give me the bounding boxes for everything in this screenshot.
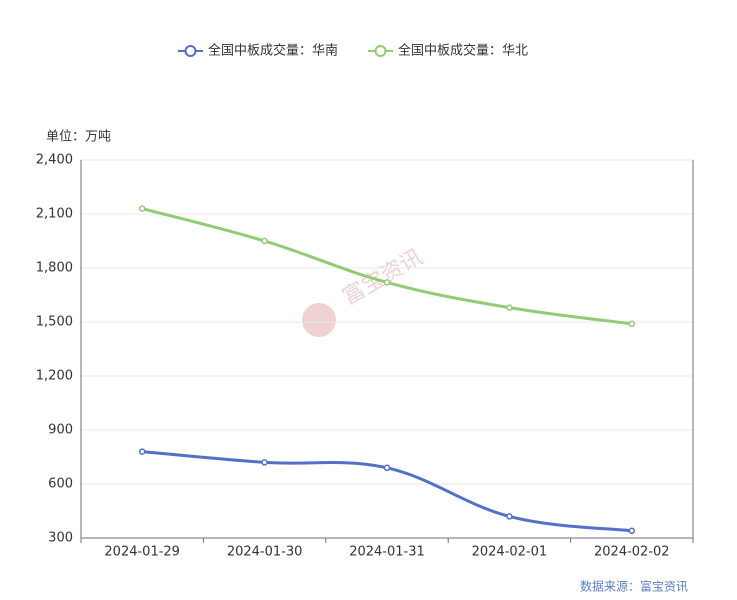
- x-tick-label: 2024-01-29: [104, 545, 180, 560]
- x-tick-label: 2024-02-01: [472, 545, 548, 560]
- point: [506, 513, 513, 520]
- x-tick-label: 2024-02-02: [594, 545, 670, 560]
- point: [628, 527, 636, 535]
- watermark-group: 富宝资讯: [302, 245, 427, 337]
- y-tick-label: 900: [48, 423, 73, 438]
- y-tick-label: 1,500: [36, 315, 73, 330]
- legend-marker: [184, 45, 197, 57]
- y-tick-label: 1,200: [36, 369, 73, 384]
- point: [261, 459, 268, 466]
- watermark: 富宝资讯: [339, 245, 428, 311]
- watermark-logo: [302, 303, 336, 337]
- legend-label: 全国中板成交量：华南: [208, 43, 338, 59]
- y-tick-label: 300: [48, 531, 73, 546]
- source: 数据来源：富宝资讯: [580, 579, 688, 594]
- point: [138, 448, 146, 455]
- point: [383, 464, 391, 472]
- x-tick-label: 2024-01-31: [349, 545, 425, 560]
- series-line: [142, 450, 632, 533]
- y-tick-label: 2,400: [36, 153, 73, 168]
- point: [628, 320, 636, 328]
- point: [138, 205, 146, 212]
- legend-marker: [374, 45, 387, 57]
- point: [261, 237, 268, 245]
- point: [506, 304, 513, 311]
- y-tick-label: 2,100: [36, 207, 73, 222]
- legend-label: 全国中板成交量：华北: [398, 43, 528, 59]
- x-tick-label: 2024-01-30: [227, 545, 303, 560]
- y-tick-label: 600: [48, 477, 73, 492]
- y-tick-label: 1,800: [36, 261, 73, 276]
- point: [383, 279, 391, 286]
- unit-label: 单位：万吨: [46, 130, 111, 145]
